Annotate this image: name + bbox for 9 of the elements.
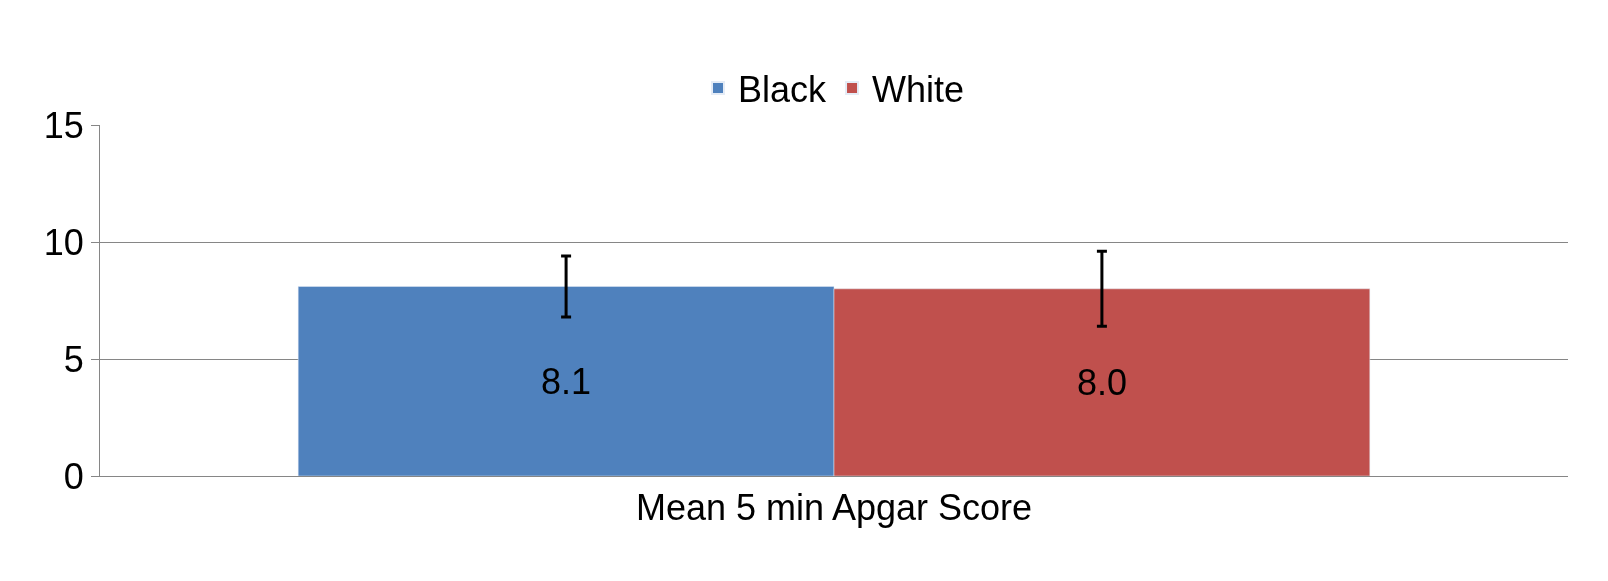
y-tick-label: 10	[43, 221, 84, 263]
y-tick-label: 15	[43, 104, 84, 146]
data-label: 8.1	[541, 360, 592, 402]
y-tick-label: 0	[63, 455, 84, 497]
legend-label: White	[872, 68, 965, 110]
x-tick-label: Mean 5 min Apgar Score	[635, 487, 1033, 529]
data-label: 8.0	[1076, 361, 1127, 403]
legend-label: Black	[738, 68, 828, 110]
y-tick-label: 5	[63, 338, 84, 380]
